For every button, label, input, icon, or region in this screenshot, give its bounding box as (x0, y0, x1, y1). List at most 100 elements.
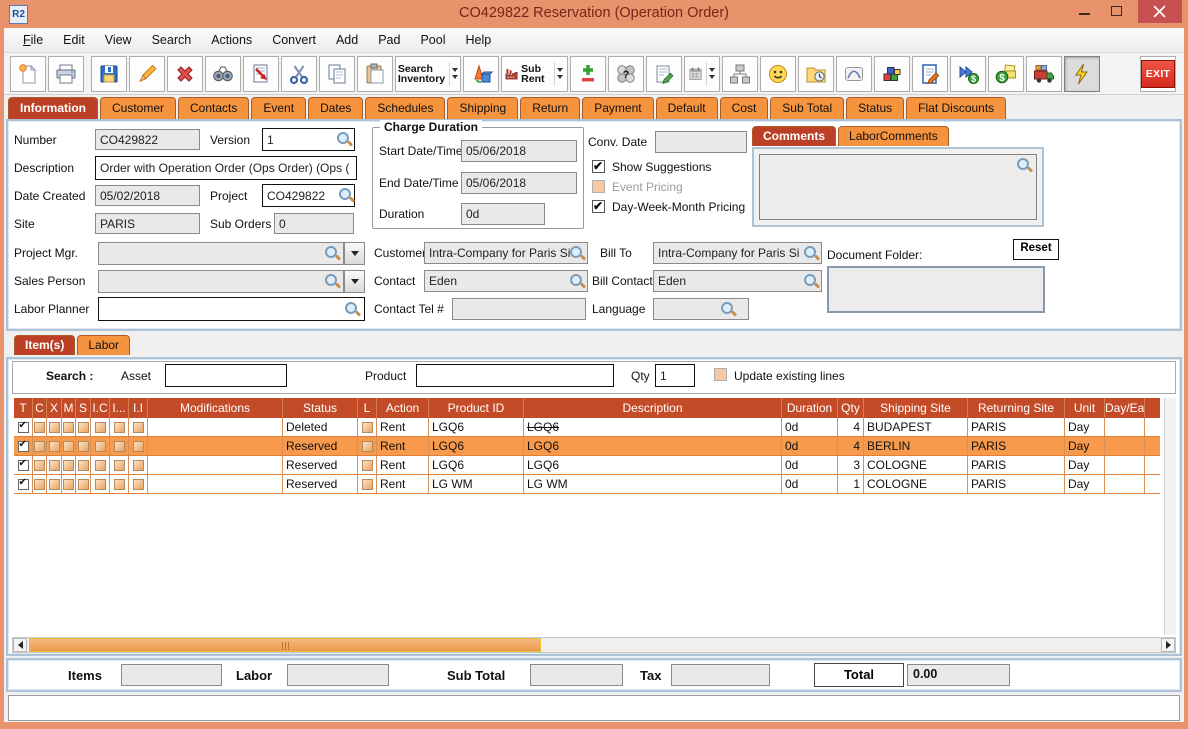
bill-to-field[interactable] (653, 242, 822, 264)
col-header-unit[interactable]: Unit (1065, 398, 1105, 418)
cell-duration[interactable]: 0d (782, 437, 838, 455)
row-checkbox-ii[interactable] (132, 440, 144, 452)
col-header[interactable]: S (76, 398, 91, 418)
new-document-button[interactable] (10, 55, 46, 92)
col-header-duration[interactable]: Duration (782, 398, 838, 418)
sub-rent-button[interactable]: Sub Rent (501, 55, 568, 92)
row-checkbox-io[interactable] (113, 421, 125, 433)
project-mgr-search-icon[interactable] (324, 245, 340, 261)
row-checkbox-x[interactable] (48, 478, 60, 490)
cell-duration[interactable]: 0d (782, 475, 838, 493)
shortcut-key-button[interactable] (836, 55, 872, 92)
tab-items[interactable]: Item(s) (14, 335, 76, 355)
menu-pool[interactable]: Pool (420, 33, 446, 47)
cell-status[interactable]: Reserved (283, 475, 358, 493)
edit-button[interactable] (128, 55, 165, 92)
tab-flat-discounts[interactable]: Flat Discounts (906, 97, 1007, 119)
minimize-button[interactable] (1070, 0, 1100, 23)
price-forward-button[interactable]: $ (950, 55, 986, 92)
day-week-month-pricing-checkbox[interactable] (592, 199, 605, 213)
cell-description[interactable]: LG WM (524, 475, 782, 493)
cell-product-id[interactable]: LGQ6 (429, 456, 524, 474)
cell-qty[interactable]: 4 (838, 437, 864, 455)
cell-description[interactable]: LGQ6 (524, 437, 782, 455)
table-row[interactable]: Reserved Rent LG WM LG WM 0d 1 COLOGNE P… (14, 475, 1160, 494)
project-mgr-field[interactable] (98, 242, 344, 265)
row-checkbox-io[interactable] (113, 440, 125, 452)
col-header-product-id[interactable]: Product ID (429, 398, 524, 418)
row-checkbox-s[interactable] (77, 459, 89, 471)
tab-dates[interactable]: Dates (308, 97, 364, 119)
total-button[interactable]: Total (814, 663, 904, 687)
add-remove-button[interactable] (570, 55, 606, 92)
paste-special-button[interactable] (242, 55, 279, 92)
cell-day-each[interactable] (1105, 418, 1145, 436)
calendar-button[interactable] (684, 55, 720, 92)
transfer-truck-button[interactable] (1026, 55, 1062, 92)
customer-field[interactable] (424, 242, 588, 264)
bill-contact-field[interactable] (653, 270, 822, 292)
cell-status[interactable]: Reserved (283, 456, 358, 474)
customer-search-icon[interactable] (569, 245, 585, 261)
row-checkbox-ic[interactable] (94, 478, 106, 490)
row-checkbox-ii[interactable] (132, 478, 144, 490)
sales-person-dropdown[interactable] (344, 270, 365, 293)
cell-status[interactable]: Reserved (283, 437, 358, 455)
cell-day-each[interactable] (1105, 437, 1145, 455)
contact-search-icon[interactable] (569, 273, 585, 289)
row-checkbox-ic[interactable] (94, 421, 106, 433)
row-checkbox-l[interactable] (361, 421, 373, 433)
cell-status[interactable]: Deleted (283, 418, 358, 436)
cell-returning-site[interactable]: PARIS (968, 418, 1065, 436)
row-checkbox-s[interactable] (77, 440, 89, 452)
cell-description[interactable]: LGQ6 (524, 418, 782, 436)
col-header-shipping-site[interactable]: Shipping Site (864, 398, 968, 418)
cell-returning-site[interactable]: PARIS (968, 456, 1065, 474)
conv-date-field[interactable] (655, 131, 747, 153)
language-search-icon[interactable] (720, 301, 736, 317)
save-button[interactable] (90, 55, 127, 92)
menu-actions[interactable]: Actions (211, 33, 253, 47)
row-checkbox-x[interactable] (48, 421, 60, 433)
cell-unit[interactable]: Day (1065, 475, 1105, 493)
sub-rent-dropdown-icon[interactable] (554, 61, 565, 86)
calendar-dropdown-icon[interactable] (706, 61, 717, 86)
cell-modifications[interactable] (148, 456, 283, 474)
cell-day-each[interactable] (1105, 475, 1145, 493)
cell-returning-site[interactable]: PARIS (968, 475, 1065, 493)
row-checkbox-t[interactable] (17, 420, 29, 433)
row-checkbox-c[interactable] (34, 421, 45, 433)
crew-button[interactable] (760, 55, 796, 92)
cell-shipping-site[interactable]: BUDAPEST (864, 418, 968, 436)
cell-modifications[interactable] (148, 437, 283, 455)
cell-modifications[interactable] (148, 418, 283, 436)
row-checkbox-m[interactable] (63, 421, 74, 433)
quick-actions-button[interactable] (1064, 55, 1100, 92)
reset-button[interactable]: Reset (1013, 239, 1059, 260)
start-date-field[interactable] (461, 140, 577, 162)
inventory-blocks-button[interactable] (874, 55, 910, 92)
cell-duration[interactable]: 0d (782, 418, 838, 436)
cell-action[interactable]: Rent (377, 437, 429, 455)
print-button[interactable] (48, 55, 84, 92)
cell-action[interactable]: Rent (377, 475, 429, 493)
menu-file[interactable]: File (23, 33, 44, 47)
table-row[interactable]: Deleted Rent LGQ6 LGQ6 0d 4 BUDAPEST PAR… (14, 418, 1160, 437)
copy-button[interactable] (318, 55, 355, 92)
col-header[interactable]: T (14, 398, 33, 418)
bill-contact-search-icon[interactable] (803, 273, 819, 289)
cell-unit[interactable]: Day (1065, 456, 1105, 474)
sales-person-search-icon[interactable] (324, 273, 340, 289)
tab-information[interactable]: Information (8, 97, 98, 119)
project-search-icon[interactable] (338, 187, 354, 203)
row-checkbox-l[interactable] (361, 459, 373, 471)
col-header-day-each[interactable]: Day/Each (1105, 398, 1145, 418)
tab-status[interactable]: Status (846, 97, 905, 119)
menu-help[interactable]: Help (465, 33, 492, 47)
cell-shipping-site[interactable]: COLOGNE (864, 475, 968, 493)
row-checkbox-io[interactable] (113, 478, 125, 490)
row-checkbox-m[interactable] (63, 440, 74, 452)
cell-modifications[interactable] (148, 475, 283, 493)
cell-unit[interactable]: Day (1065, 418, 1105, 436)
col-header-returning-site[interactable]: Returning Site (968, 398, 1065, 418)
